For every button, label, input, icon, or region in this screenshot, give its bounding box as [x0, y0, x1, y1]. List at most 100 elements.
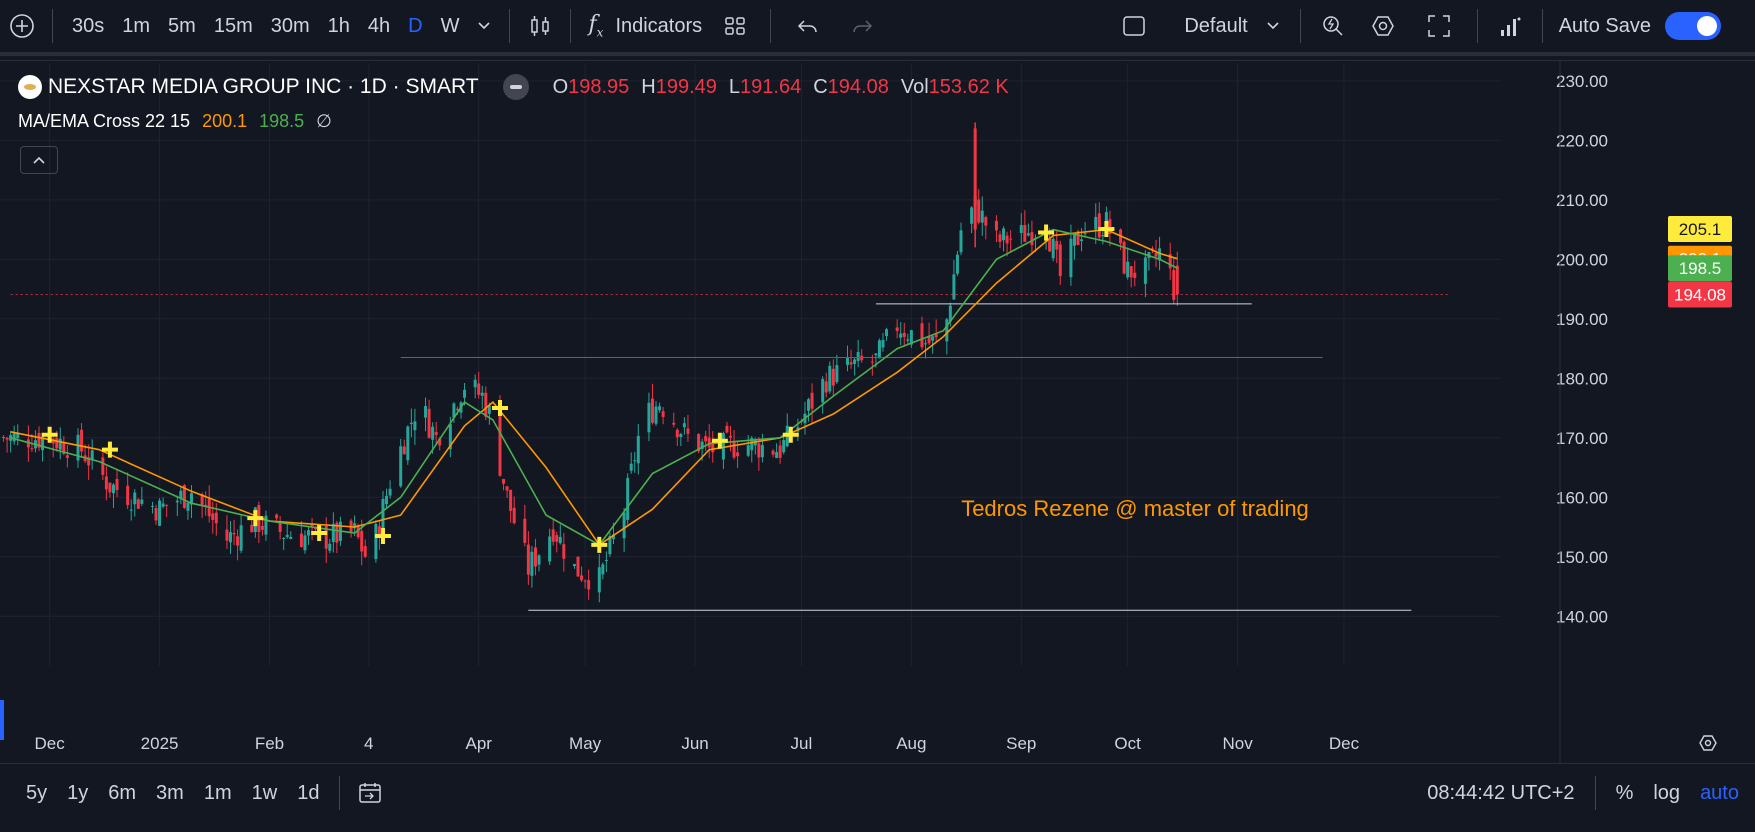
- close-label: C: [813, 75, 828, 98]
- x-tick-label: Oct: [1114, 734, 1141, 753]
- autosave-toggle[interactable]: Auto Save: [1553, 6, 1727, 46]
- candle-body: [902, 332, 906, 337]
- candle-body: [1058, 244, 1062, 277]
- candle-body: [434, 432, 438, 435]
- price-chart[interactable]: 230.00 220.00 210.00 200.00 190.00 180.00 170.…: [0, 61, 1755, 763]
- candle-body: [310, 523, 314, 527]
- candle-body: [1097, 213, 1101, 238]
- fullscreen-icon[interactable]: [1411, 6, 1467, 46]
- indicator-name[interactable]: MA/EMA Cross 22 15: [18, 110, 191, 131]
- candle-body: [353, 523, 357, 529]
- layout-name-dropdown[interactable]: Default: [1154, 6, 1289, 46]
- interval-1h[interactable]: 1h: [327, 14, 350, 37]
- calendar-goto-icon[interactable]: [350, 773, 390, 813]
- top-toolbar: 30s 1m 5m 15m 30m 1h 4h D W fx Indicators Defaul…: [0, 0, 1755, 56]
- candle-body: [895, 327, 899, 332]
- chevron-down-icon[interactable]: [469, 6, 499, 46]
- interval-1m[interactable]: 1m: [122, 14, 151, 37]
- candle-body: [498, 406, 502, 476]
- plus-circle-icon[interactable]: [2, 6, 42, 46]
- candle-body: [753, 440, 757, 446]
- candle-body: [1175, 265, 1179, 295]
- x-tick-label: May: [569, 734, 602, 753]
- range-3m[interactable]: 3m: [156, 781, 184, 804]
- x-tick-label: Apr: [465, 734, 492, 753]
- candle-body: [331, 524, 335, 543]
- range-1d[interactable]: 1d: [297, 781, 320, 804]
- range-1y[interactable]: 1y: [67, 781, 89, 804]
- candle-body: [473, 379, 477, 388]
- interval-4h[interactable]: 4h: [367, 14, 391, 37]
- redo-icon[interactable]: [835, 6, 889, 46]
- candle-body: [115, 478, 119, 491]
- auto-scale-button[interactable]: auto: [1700, 781, 1739, 804]
- interval-30s[interactable]: 30s: [72, 14, 105, 37]
- layout-square-icon[interactable]: [1114, 6, 1154, 46]
- y-tick-label: 190.00: [1556, 310, 1608, 329]
- candle-body: [682, 423, 686, 428]
- candle-body: [636, 435, 640, 464]
- candle-body: [477, 383, 481, 395]
- candle-body: [388, 488, 392, 496]
- quick-search-icon[interactable]: [1311, 6, 1355, 46]
- interval-15m[interactable]: 15m: [213, 14, 253, 37]
- candle-body: [587, 580, 591, 590]
- signal-bars-icon[interactable]: [1488, 6, 1532, 46]
- x-tick-label: Aug: [896, 734, 926, 753]
- candle-body: [959, 230, 963, 253]
- candle-body: [140, 499, 144, 504]
- candle-body: [934, 333, 938, 338]
- interval-30m[interactable]: 30m: [270, 14, 310, 37]
- candle-body: [275, 514, 279, 519]
- chart-pane[interactable]: 230.00 220.00 210.00 200.00 190.00 180.00 170.…: [0, 60, 1755, 764]
- undo-icon[interactable]: [781, 6, 835, 46]
- indicators-button[interactable]: fx Indicators: [581, 6, 711, 46]
- candle-body: [12, 433, 16, 442]
- candle-body: [721, 433, 725, 460]
- log-scale-button[interactable]: log: [1653, 781, 1681, 804]
- collapse-dot-icon[interactable]: [502, 74, 529, 100]
- candle-body: [62, 442, 66, 454]
- layouts-grid-icon[interactable]: [710, 6, 760, 46]
- candle-body: [945, 319, 949, 342]
- interval-d[interactable]: D: [408, 14, 423, 37]
- candle-body: [324, 525, 328, 549]
- candle-body: [299, 533, 303, 548]
- candle-body: [1023, 224, 1027, 242]
- candle-body: [108, 482, 112, 493]
- settings-hexagon-icon[interactable]: [1355, 6, 1411, 46]
- close-value: 194.08: [827, 75, 889, 98]
- candle-body: [650, 398, 654, 423]
- candle-body: [906, 339, 910, 341]
- interval-5m[interactable]: 5m: [168, 14, 196, 37]
- range-1w[interactable]: 1w: [251, 781, 278, 804]
- cross-signal-marker: [782, 426, 799, 443]
- candle-body: [282, 538, 286, 540]
- candle-body: [87, 457, 91, 466]
- candle-body: [583, 580, 587, 582]
- candle-body: [1094, 216, 1098, 230]
- candle-body: [409, 422, 413, 425]
- candle-body: [994, 220, 998, 231]
- range-1m[interactable]: 1m: [203, 781, 232, 804]
- percent-scale-button[interactable]: %: [1615, 781, 1634, 804]
- y-tick-label: 210.00: [1556, 191, 1608, 210]
- x-tick-label: Nov: [1222, 734, 1253, 753]
- interval-w[interactable]: W: [440, 14, 460, 37]
- candle-body: [775, 452, 779, 459]
- candles-icon[interactable]: [520, 6, 560, 46]
- candle-body: [360, 530, 364, 552]
- high-value: 199.49: [655, 75, 717, 98]
- symbol-title[interactable]: NEXSTAR MEDIA GROUP INC · 1D · SMART: [48, 75, 479, 98]
- candle-body: [484, 392, 488, 417]
- candle-body: [526, 544, 530, 575]
- range-6m[interactable]: 6m: [108, 781, 137, 804]
- cross-signal-marker: [1098, 220, 1115, 237]
- candle-body: [647, 402, 651, 433]
- range-5y[interactable]: 5y: [26, 781, 48, 804]
- function-icon: fx: [588, 12, 604, 40]
- legend-collapse-button[interactable]: [20, 146, 58, 174]
- candle-body: [626, 477, 630, 520]
- candle-body: [211, 513, 215, 520]
- clock[interactable]: 08:44:42 UTC+2: [1427, 781, 1575, 804]
